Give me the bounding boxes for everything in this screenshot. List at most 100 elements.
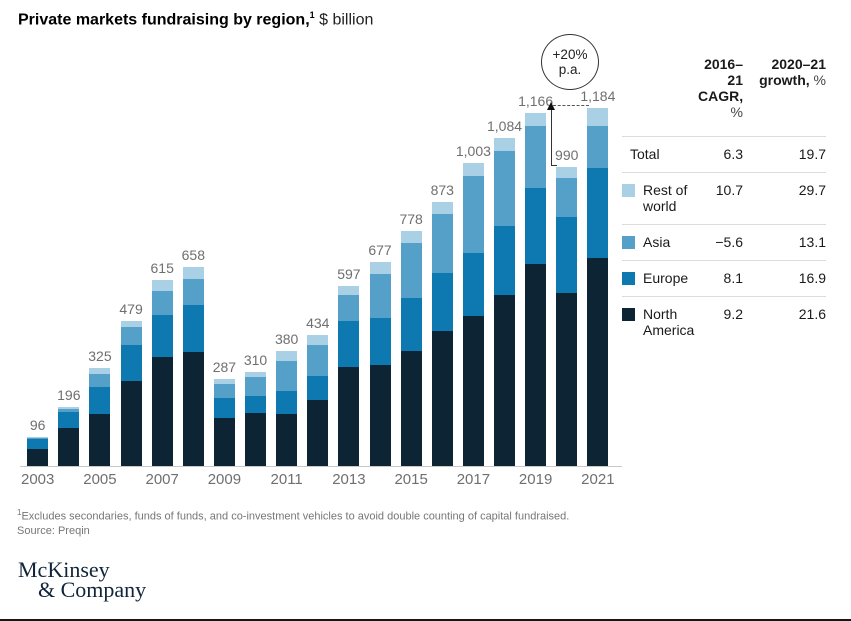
bar-value-label: 287 xyxy=(212,359,237,376)
annotation-arrow-foot xyxy=(551,165,557,167)
logo-line2: & Company xyxy=(38,577,147,602)
bar-segment-asia xyxy=(587,125,609,169)
table-header-region xyxy=(622,56,698,120)
bar-segment-asia xyxy=(307,344,329,376)
legend-chip-rest-of-world xyxy=(622,184,635,197)
row-cagr-value: 6.3 xyxy=(723,146,743,162)
x-axis-label: 2019 xyxy=(518,471,553,488)
bar-segment-europe xyxy=(151,315,173,358)
bar-segment-rest-of-world xyxy=(525,113,547,126)
table-row-total: Total 6.3 19.7 xyxy=(622,136,826,172)
bar-segment-rest-of-world xyxy=(307,334,329,345)
bar-2004 xyxy=(58,406,80,466)
chart-title: Private markets fundraising by region,1 … xyxy=(18,10,373,29)
bar-segment-asia xyxy=(276,361,298,392)
bar-segment-north-america xyxy=(462,315,484,466)
bar-segment-asia xyxy=(525,125,547,188)
bar-value-label: 658 xyxy=(181,247,205,264)
bar-2007 xyxy=(151,280,173,466)
bar-2020 xyxy=(556,166,578,466)
bar-segment-rest-of-world xyxy=(369,261,391,274)
row-growth-value: 29.7 xyxy=(798,182,826,198)
bar-segment-asia xyxy=(151,290,173,316)
bar-segment-asia xyxy=(213,384,235,398)
row-label: Rest of world xyxy=(643,182,688,214)
row-cagr-value: 8.1 xyxy=(723,270,743,286)
footnote-body: Excludes secondaries, funds of funds, an… xyxy=(21,510,570,523)
bar-segment-north-america xyxy=(245,413,267,466)
bar-segment-asia xyxy=(338,294,360,322)
bar-value-label: 615 xyxy=(150,260,174,277)
bar-segment-north-america xyxy=(494,295,515,466)
row-growth-value: 19.7 xyxy=(798,146,826,162)
bar-segment-north-america xyxy=(213,417,235,466)
bar-segment-north-america xyxy=(307,400,329,466)
bar-segment-europe xyxy=(182,304,204,353)
bar-segment-europe xyxy=(27,439,49,450)
bar-segment-rest-of-world xyxy=(151,280,173,291)
bar-segment-rest-of-world xyxy=(338,285,360,295)
legend-chip-asia xyxy=(622,236,635,249)
header-growth-line1: 2020–21 xyxy=(771,56,826,72)
table-row-asia: Asia −5.6 13.1 xyxy=(622,224,826,260)
table-header-growth: 2020–21 growth, % xyxy=(743,56,826,120)
bar-segment-rest-of-world xyxy=(120,321,142,327)
bar-segment-europe xyxy=(89,387,111,414)
bar-value-label: 1,084 xyxy=(486,118,523,135)
bar-segment-rest-of-world xyxy=(462,162,484,177)
bar-segment-north-america xyxy=(151,357,173,466)
bar-2014 xyxy=(369,261,391,466)
mckinsey-logo: McKinsey & Company xyxy=(18,559,147,602)
bar-segment-europe xyxy=(462,252,484,316)
bar-segment-north-america xyxy=(400,350,422,466)
bar-segment-north-america xyxy=(58,427,80,466)
bar-segment-europe xyxy=(431,273,453,332)
header-cagr-line2: CAGR, xyxy=(698,88,744,104)
header-growth-unit: % xyxy=(809,72,826,88)
bar-segment-europe xyxy=(276,391,298,414)
row-label: Asia xyxy=(643,234,671,250)
bar-segment-asia xyxy=(462,176,484,253)
bar-segment-europe xyxy=(338,321,360,368)
x-axis-label: 2017 xyxy=(456,471,491,488)
row-cagr-value: 9.2 xyxy=(723,306,743,322)
bar-value-label: 310 xyxy=(243,352,268,369)
growth-annotation-circle: +20% p.a. xyxy=(541,34,599,90)
bar-2010 xyxy=(245,372,267,466)
x-axis-label: 2009 xyxy=(207,471,242,488)
bar-2015 xyxy=(400,230,422,466)
row-label: Total xyxy=(630,146,660,162)
bar-segment-rest-of-world xyxy=(89,367,111,374)
bar-segment-asia xyxy=(120,326,142,346)
legend-chip-europe xyxy=(622,272,635,285)
bar-segment-rest-of-world xyxy=(245,372,267,378)
annotation-arrowhead-icon xyxy=(547,102,555,110)
bar-segment-europe xyxy=(525,187,547,265)
bar-value-label: 778 xyxy=(399,210,423,227)
table-header-row: 2016–21 CAGR, % 2020–21 growth, % xyxy=(622,56,826,136)
table-row-north-america: North America 9.2 21.6 xyxy=(622,296,826,348)
bar-segment-asia xyxy=(182,279,204,305)
table-row-europe: Europe 8.1 16.9 xyxy=(622,260,826,296)
growth-annotation-value: +20% xyxy=(552,46,588,62)
legend-chip-north-america xyxy=(622,308,635,321)
bar-segment-asia xyxy=(400,243,422,298)
bar-segment-asia xyxy=(494,150,515,226)
row-label: North America xyxy=(643,306,695,338)
bar-segment-rest-of-world xyxy=(400,230,422,244)
bar-2017 xyxy=(462,162,484,466)
row-label: Europe xyxy=(643,270,689,286)
footnote: 1Excludes secondaries, funds of funds, a… xyxy=(17,506,569,538)
source-line: Source: Preqin xyxy=(17,524,90,537)
bar-segment-europe xyxy=(587,168,609,258)
x-axis-label: 2007 xyxy=(145,471,179,488)
growth-annotation-unit: p.a. xyxy=(558,62,582,77)
bar-segment-north-america xyxy=(556,292,578,466)
bar-2005 xyxy=(89,367,111,466)
bar-segment-europe xyxy=(307,375,329,401)
bar-value-label: 677 xyxy=(368,241,392,258)
bar-2008 xyxy=(182,267,204,466)
row-growth-value: 13.1 xyxy=(798,234,826,250)
bar-value-label: 434 xyxy=(306,314,330,331)
